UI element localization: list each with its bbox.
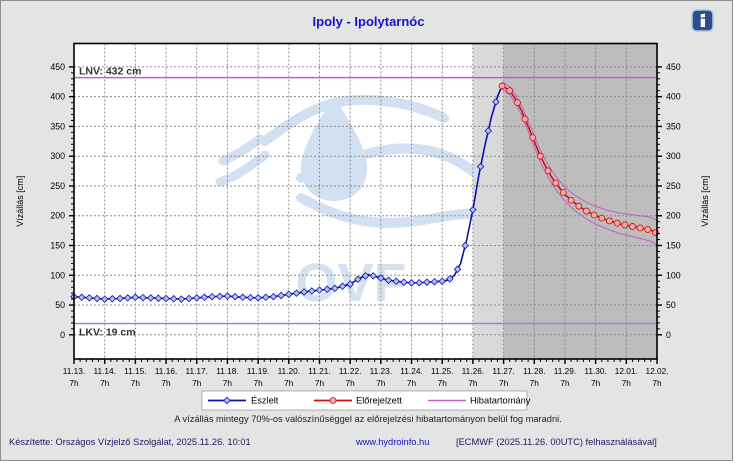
svg-text:Hibatartomány: Hibatartomány: [470, 396, 531, 406]
svg-text:11.25.: 11.25.: [431, 366, 453, 376]
svg-text:Készítette: Országos Vízjelző: Készítette: Országos Vízjelző Szolgálat,…: [9, 437, 251, 447]
svg-text:300: 300: [50, 151, 65, 161]
svg-text:11.14.: 11.14.: [93, 366, 115, 376]
svg-text:11.28.: 11.28.: [523, 366, 545, 376]
svg-text:11.23.: 11.23.: [370, 366, 392, 376]
svg-text:7h: 7h: [284, 378, 294, 388]
svg-text:7h: 7h: [161, 378, 171, 388]
svg-text:11.19.: 11.19.: [247, 366, 269, 376]
svg-text:7h: 7h: [560, 378, 570, 388]
svg-text:11.22.: 11.22.: [339, 366, 361, 376]
svg-text:11.15.: 11.15.: [124, 366, 146, 376]
svg-text:11.16.: 11.16.: [155, 366, 177, 376]
svg-text:0: 0: [666, 330, 671, 340]
svg-text:LNV: 432 cm: LNV: 432 cm: [79, 66, 141, 78]
svg-text:150: 150: [50, 241, 65, 251]
svg-text:7h: 7h: [100, 378, 110, 388]
svg-text:200: 200: [50, 211, 65, 221]
svg-text:300: 300: [666, 151, 681, 161]
svg-text:11.18.: 11.18.: [216, 366, 238, 376]
svg-text:7h: 7h: [253, 378, 263, 388]
svg-text:11.21.: 11.21.: [308, 366, 330, 376]
svg-text:150: 150: [666, 241, 681, 251]
svg-text:0: 0: [60, 330, 65, 340]
svg-text:100: 100: [666, 270, 681, 280]
svg-text:Előrejelzett: Előrejelzett: [356, 396, 402, 406]
svg-text:7h: 7h: [591, 378, 601, 388]
svg-text:250: 250: [50, 181, 65, 191]
svg-text:7h: 7h: [192, 378, 202, 388]
svg-text:7h: 7h: [376, 378, 386, 388]
svg-text:12.02.: 12.02.: [645, 366, 668, 376]
svg-text:7h: 7h: [69, 378, 79, 388]
svg-text:[ECMWF (2025.11.26. 00UTC) fel: [ECMWF (2025.11.26. 00UTC) felhasználásá…: [456, 437, 657, 447]
svg-text:A vízállás mintegy 70%-os való: A vízállás mintegy 70%-os valószínűségge…: [174, 414, 562, 424]
svg-text:11.29.: 11.29.: [554, 366, 576, 376]
svg-text:11.17.: 11.17.: [186, 366, 208, 376]
svg-text:7h: 7h: [346, 378, 356, 388]
svg-text:11.13.: 11.13.: [63, 366, 85, 376]
svg-text:7h: 7h: [223, 378, 233, 388]
svg-text:11.24.: 11.24.: [400, 366, 422, 376]
svg-text:400: 400: [50, 92, 65, 102]
svg-text:350: 350: [50, 121, 65, 131]
svg-text:7h: 7h: [499, 378, 509, 388]
svg-text:400: 400: [666, 92, 681, 102]
svg-text:www.hydroinfo.hu: www.hydroinfo.hu: [355, 437, 429, 447]
svg-text:7h: 7h: [530, 378, 540, 388]
svg-text:50: 50: [55, 300, 65, 310]
svg-text:350: 350: [666, 121, 681, 131]
svg-text:7h: 7h: [131, 378, 141, 388]
svg-text:450: 450: [666, 62, 681, 72]
svg-text:200: 200: [666, 211, 681, 221]
svg-text:LKV: 19 cm: LKV: 19 cm: [79, 326, 136, 338]
svg-text:100: 100: [50, 270, 65, 280]
svg-text:Észlelt: Észlelt: [251, 396, 279, 406]
svg-text:11.20.: 11.20.: [278, 366, 300, 376]
svg-text:11.30.: 11.30.: [584, 366, 606, 376]
svg-text:7h: 7h: [468, 378, 478, 388]
svg-text:450: 450: [50, 62, 65, 72]
svg-text:Vízállás [cm]: Vízállás [cm]: [15, 176, 25, 227]
svg-text:7h: 7h: [438, 378, 448, 388]
svg-text:7h: 7h: [622, 378, 632, 388]
svg-text:11.26.: 11.26.: [462, 366, 484, 376]
svg-text:7h: 7h: [315, 378, 325, 388]
svg-text:7h: 7h: [407, 378, 417, 388]
svg-text:12.01.: 12.01.: [615, 366, 638, 376]
svg-text:Vízállás [cm]: Vízállás [cm]: [700, 176, 710, 227]
svg-text:7h: 7h: [652, 378, 662, 388]
svg-text:250: 250: [666, 181, 681, 191]
svg-text:50: 50: [666, 300, 676, 310]
svg-text:11.27.: 11.27.: [492, 366, 514, 376]
